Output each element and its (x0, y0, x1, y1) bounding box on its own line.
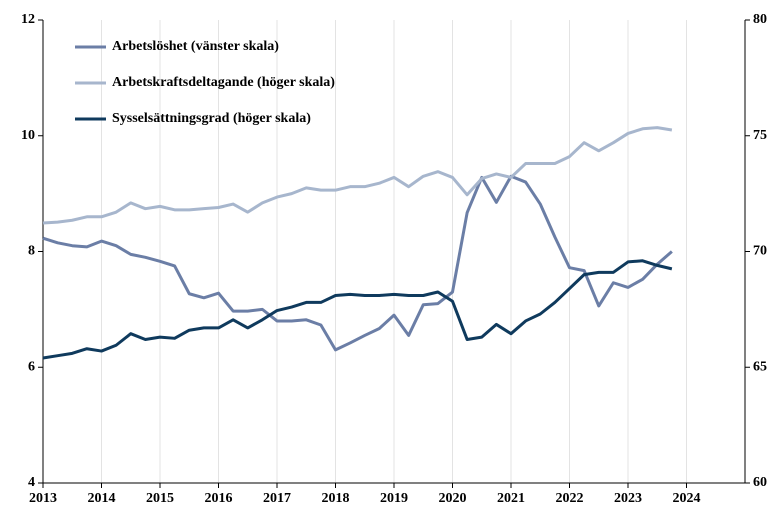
y-tick-label: 12 (21, 12, 35, 27)
y2-tick-label: 65 (753, 359, 767, 374)
y-tick-label: 10 (21, 128, 35, 143)
x-tick-label: 2016 (205, 491, 233, 506)
x-tick-label: 2022 (556, 491, 584, 506)
x-tick-label: 2015 (146, 491, 174, 506)
series-line (42, 126, 673, 225)
x-tick-label: 2018 (322, 491, 350, 506)
series-line (42, 259, 673, 360)
y2-tick-label: 80 (753, 12, 767, 27)
legend-label: Sysselsättningsgrad (höger skala) (112, 111, 311, 126)
series-line (42, 174, 673, 352)
y-tick-label: 4 (28, 475, 35, 490)
legend-label: Arbetskraftsdeltagande (höger skala) (112, 75, 335, 90)
x-tick-label: 2023 (614, 491, 642, 506)
x-tick-label: 2021 (497, 491, 525, 506)
y2-tick-label: 70 (753, 244, 767, 259)
x-tick-label: 2024 (673, 491, 701, 506)
x-tick-label: 2020 (439, 491, 467, 506)
x-tick-label: 2013 (29, 491, 57, 506)
x-tick-label: 2014 (88, 491, 116, 506)
y2-tick-label: 75 (753, 128, 767, 143)
x-tick-label: 2019 (380, 491, 408, 506)
x-tick-label: 2017 (263, 491, 291, 506)
y-tick-label: 8 (28, 244, 35, 259)
y-tick-label: 6 (28, 359, 35, 374)
legend-label: Arbetslöshet (vänster skala) (112, 39, 279, 54)
y2-tick-label: 60 (753, 475, 767, 490)
